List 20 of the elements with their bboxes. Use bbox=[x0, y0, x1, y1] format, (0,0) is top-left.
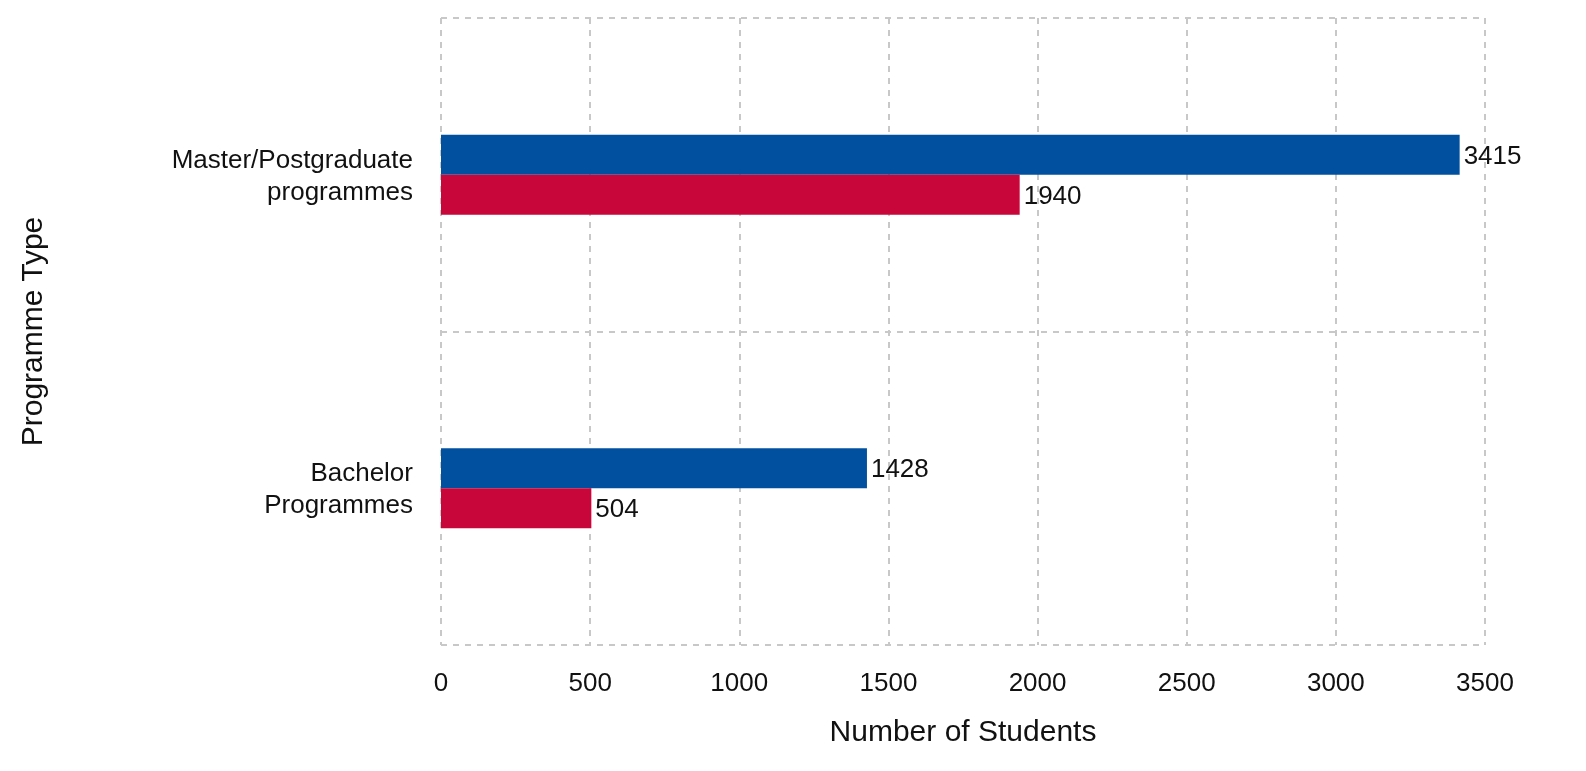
data-label: 1940 bbox=[1023, 179, 1082, 210]
bar bbox=[441, 174, 1020, 215]
y-tick-label: Bachelor Programmes bbox=[264, 457, 414, 520]
x-tick-label: 2000 bbox=[1008, 667, 1067, 697]
bar bbox=[441, 488, 592, 529]
bar bbox=[441, 448, 867, 489]
data-label: 3415 bbox=[1463, 139, 1522, 170]
y-axis-title: Programme Type bbox=[14, 216, 48, 447]
data-label: 1428 bbox=[870, 453, 929, 484]
bar bbox=[441, 134, 1460, 175]
x-tick-label: 3500 bbox=[1456, 667, 1514, 697]
x-tick-label: 1500 bbox=[859, 667, 918, 697]
x-tick-label: 500 bbox=[568, 667, 612, 697]
x-tick-label: 3000 bbox=[1306, 667, 1365, 697]
x-tick-label: 2500 bbox=[1157, 667, 1216, 697]
data-label: 504 bbox=[595, 493, 639, 524]
x-axis-title: Number of Students bbox=[829, 713, 1097, 747]
x-tick-label: 0 bbox=[433, 667, 449, 697]
x-tick-label: 1000 bbox=[710, 667, 769, 697]
y-tick-label: Master/Postgraduate programmes bbox=[171, 143, 413, 206]
